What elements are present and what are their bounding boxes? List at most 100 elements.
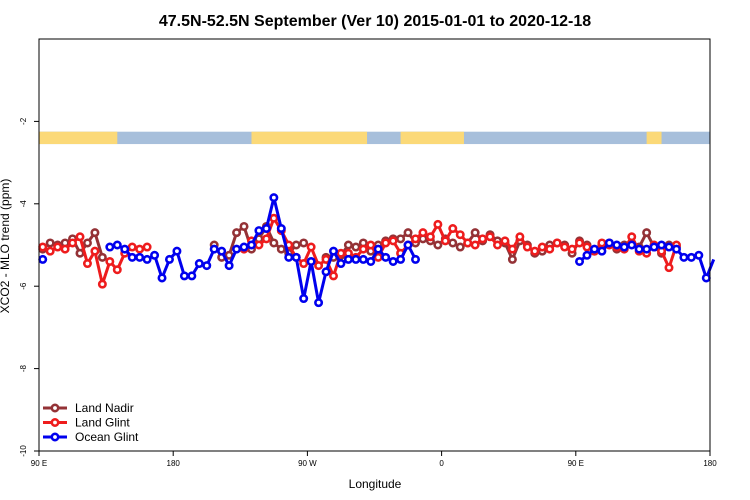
data-point <box>127 242 137 252</box>
data-point <box>627 232 637 242</box>
x-axis: 90 E 180 90 W 0 90 E 180 <box>31 451 717 468</box>
data-point <box>45 238 55 248</box>
data-point <box>232 244 242 254</box>
data-point <box>321 267 331 277</box>
data-point <box>343 240 353 250</box>
data-point <box>418 228 428 238</box>
data-point <box>90 246 100 256</box>
data-point <box>254 226 264 236</box>
series-layer <box>38 193 716 308</box>
data-point <box>261 224 271 234</box>
data-point <box>276 224 286 234</box>
data-point <box>75 248 85 258</box>
data-point <box>388 256 398 266</box>
data-point <box>396 254 406 264</box>
data-point <box>664 242 674 252</box>
data-point <box>545 244 555 254</box>
y-tick-label: -8 <box>19 364 28 372</box>
data-point <box>82 259 92 269</box>
legend-swatch-marker <box>50 403 60 413</box>
data-point <box>261 234 271 244</box>
data-point <box>455 230 465 240</box>
series-1 <box>38 213 681 289</box>
data-point <box>366 256 376 266</box>
data-point <box>299 259 309 269</box>
data-point <box>276 244 286 254</box>
data-point <box>425 232 435 242</box>
data-point <box>291 240 301 250</box>
data-point <box>179 271 189 281</box>
plot-frame <box>38 38 711 452</box>
data-point <box>336 259 346 269</box>
land-segment <box>39 131 118 145</box>
data-point <box>97 252 107 262</box>
data-point <box>112 240 122 250</box>
data-point <box>202 261 212 271</box>
data-point <box>373 244 383 254</box>
data-point <box>627 240 637 250</box>
data-point <box>500 236 510 246</box>
land-segment <box>251 131 368 145</box>
data-point <box>634 244 644 254</box>
data-point <box>575 238 585 248</box>
data-point <box>127 252 137 262</box>
data-point <box>82 238 92 248</box>
data-point <box>269 213 279 223</box>
data-point <box>597 246 607 256</box>
data-point <box>60 244 70 254</box>
data-point <box>306 256 316 266</box>
legend-label: Land Glint <box>75 416 130 430</box>
data-point <box>403 240 413 250</box>
data-point <box>209 244 219 254</box>
data-point <box>351 242 361 252</box>
data-point <box>112 265 122 275</box>
data-point <box>381 238 391 248</box>
legend-swatch-marker <box>50 417 60 427</box>
data-point <box>507 244 517 254</box>
data-point <box>582 250 592 260</box>
data-point <box>217 246 227 256</box>
data-point <box>299 238 309 248</box>
legend-item: Land Glint <box>43 416 130 430</box>
data-point <box>299 294 309 304</box>
data-point <box>411 234 421 244</box>
data-point <box>440 236 450 246</box>
data-point <box>403 228 413 238</box>
data-point <box>463 238 473 248</box>
data-point <box>90 228 100 238</box>
y-tick-label: -6 <box>19 282 28 290</box>
x-tick-label: 180 <box>167 459 181 468</box>
data-point <box>470 240 480 250</box>
data-point <box>649 242 659 252</box>
data-point <box>657 240 667 250</box>
legend-label: Land Nadir <box>75 401 134 415</box>
data-point <box>314 298 324 308</box>
y-axis: -2 -4 -6 -8 -10 <box>19 117 39 457</box>
data-point <box>232 228 242 238</box>
data-point <box>75 232 85 242</box>
y-tick-label: -2 <box>19 117 28 125</box>
data-point <box>142 242 152 252</box>
chart-title: 47.5N-52.5N September (Ver 10) 2015-01-0… <box>159 13 591 30</box>
data-point <box>239 242 249 252</box>
data-point <box>246 240 256 250</box>
data-point <box>164 254 174 264</box>
data-point <box>194 259 204 269</box>
data-point <box>493 240 503 250</box>
data-point <box>172 246 182 256</box>
data-point <box>642 244 652 254</box>
data-point <box>679 252 689 262</box>
data-point <box>314 261 324 271</box>
legend-item: Land Nadir <box>43 401 134 415</box>
data-point <box>448 224 458 234</box>
data-point <box>150 250 160 260</box>
data-point <box>582 242 592 252</box>
data-point <box>187 271 197 281</box>
data-point <box>120 244 130 254</box>
data-point <box>411 254 421 264</box>
x-tick-label: 90 E <box>568 459 584 468</box>
data-point <box>53 242 63 252</box>
data-point <box>448 238 458 248</box>
data-point <box>157 273 167 283</box>
